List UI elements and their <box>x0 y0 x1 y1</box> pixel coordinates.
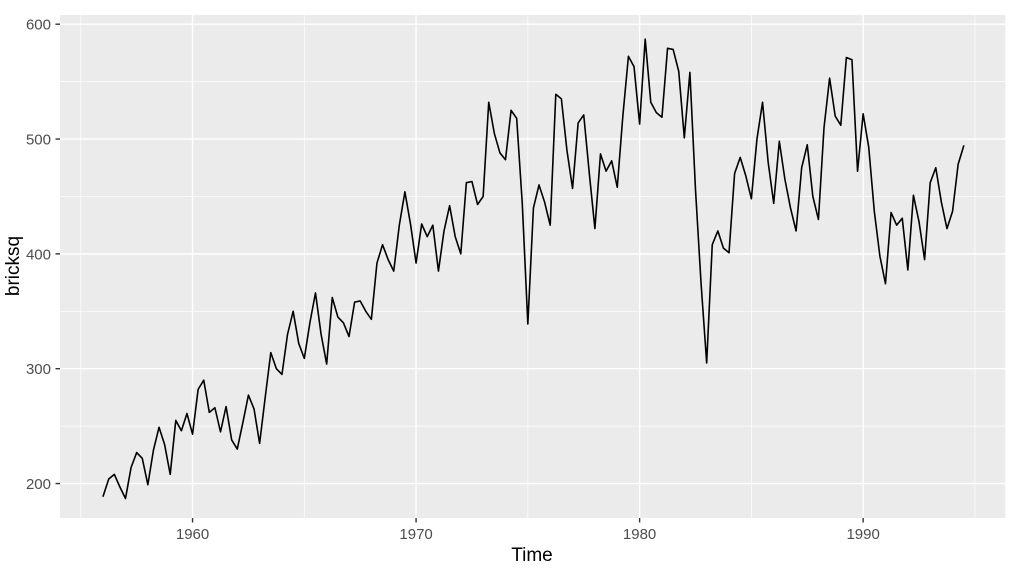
x-axis-tick-label: 1960 <box>176 526 209 543</box>
y-axis-tick-label: 600 <box>26 17 51 34</box>
y-axis-tick-label: 200 <box>26 476 51 493</box>
y-axis-tick-label: 500 <box>26 132 51 149</box>
x-axis-tick-label: 1970 <box>399 526 432 543</box>
x-axis-tick-label: 1980 <box>623 526 656 543</box>
x-axis-tick-label: 1990 <box>846 526 879 543</box>
y-axis-tick-label: 400 <box>26 246 51 263</box>
x-axis-title: Time <box>511 545 553 566</box>
chart-panel: 200 300 400 500 600 1960 1970 1980 1990 <box>26 15 1006 543</box>
y-axis-tick-label: 300 <box>26 361 51 378</box>
panel-background <box>60 15 1006 518</box>
time-series-line <box>102 38 965 500</box>
y-axis-title: bricksq <box>3 236 24 296</box>
